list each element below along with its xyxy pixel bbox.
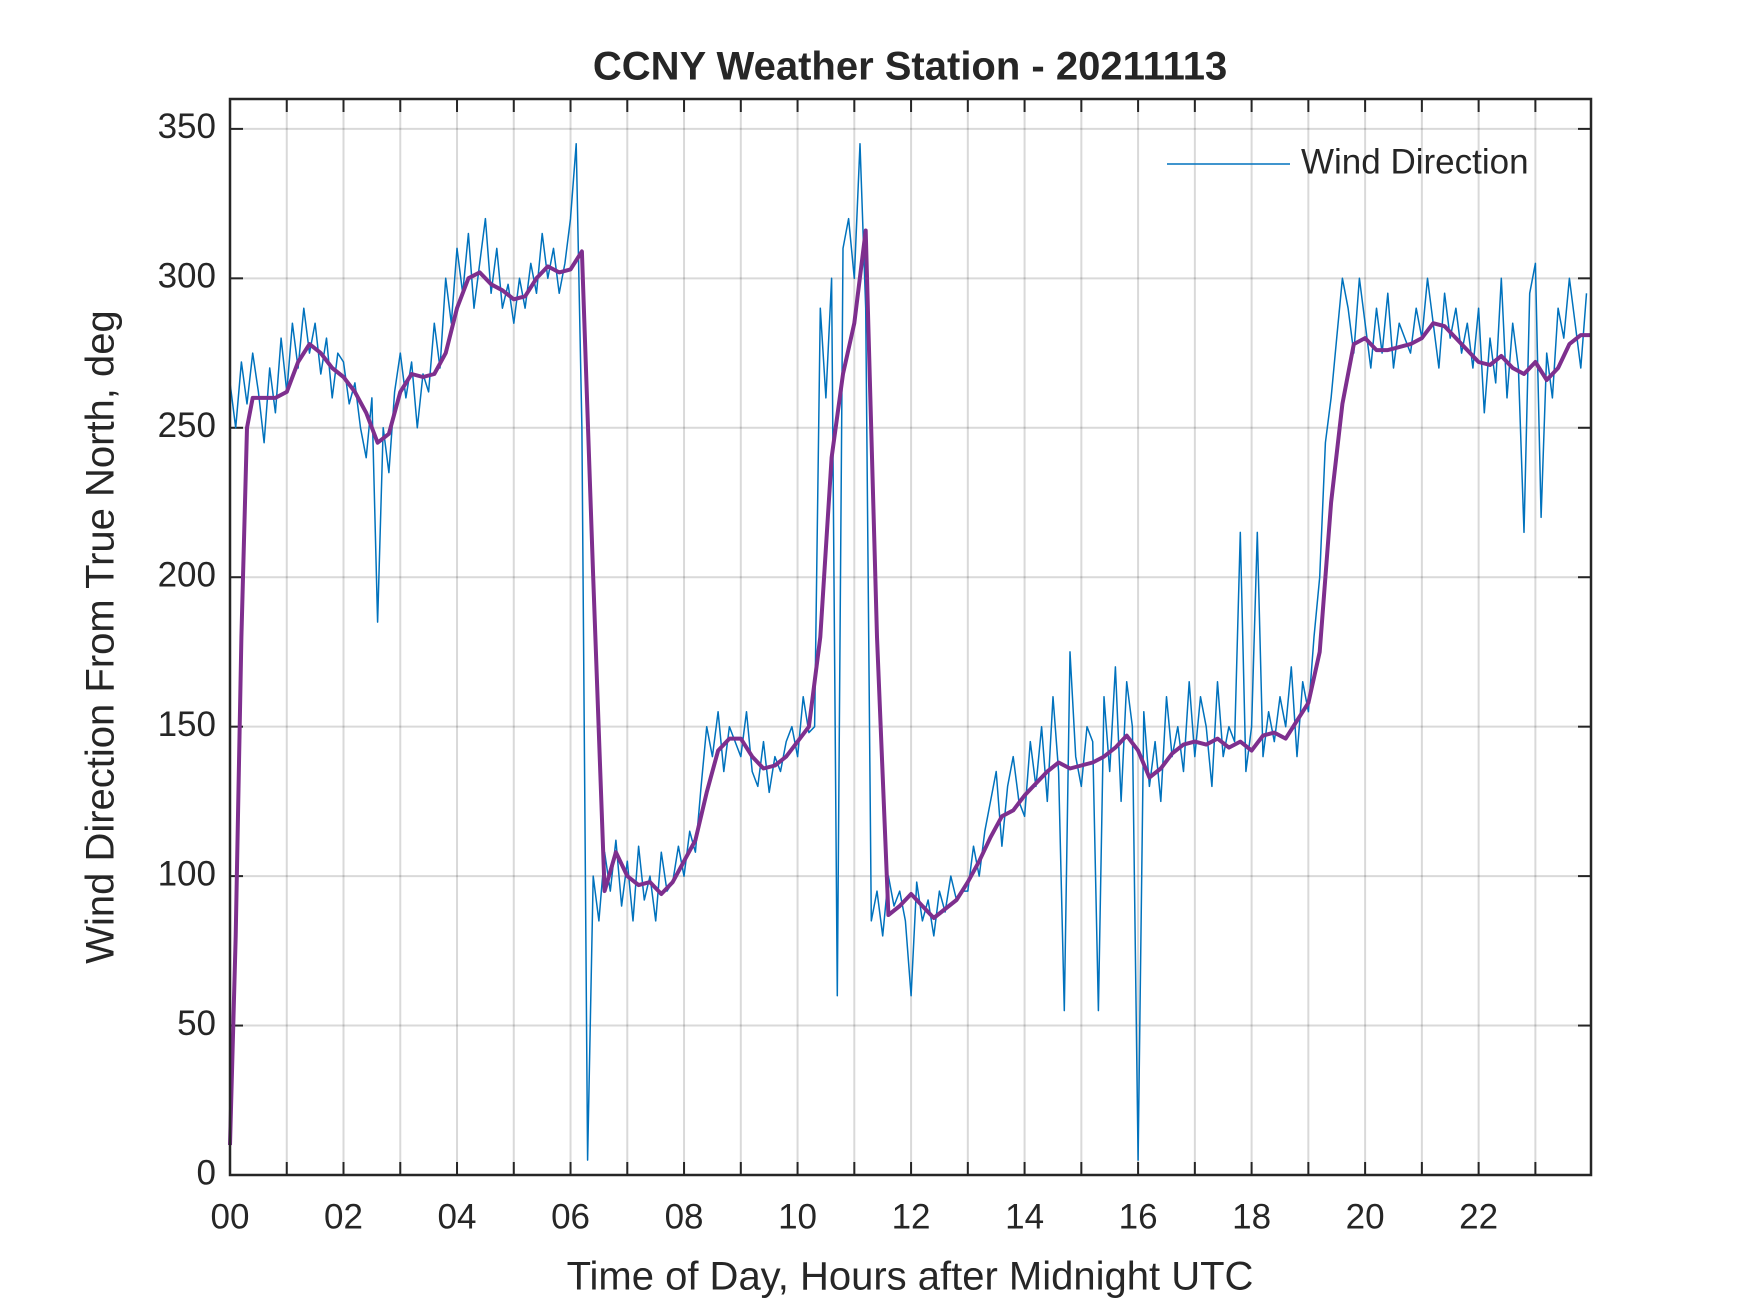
y-tick-label: 150 — [158, 705, 216, 744]
data-line — [228, 228, 1591, 1146]
x-tick-label: 04 — [438, 1197, 477, 1236]
x-tick-label: 16 — [1119, 1197, 1158, 1236]
y-tick-label: 0 — [197, 1153, 216, 1192]
x-tick-label: 06 — [551, 1197, 590, 1236]
y-tick-label: 200 — [158, 555, 216, 594]
x-tick-label: 02 — [324, 1197, 363, 1236]
x-tick-label: 08 — [665, 1197, 704, 1236]
y-tick-label: 300 — [158, 257, 216, 296]
y-tick-label: 50 — [177, 1004, 216, 1043]
y-tick-label: 350 — [158, 107, 216, 146]
chart-title: CCNY Weather Station - 20211113 — [593, 45, 1227, 89]
x-tick-label: 14 — [1005, 1197, 1044, 1236]
x-tick-label: 22 — [1459, 1197, 1498, 1236]
data-line — [229, 143, 1588, 1161]
x-tick-label: 18 — [1232, 1197, 1271, 1236]
plot-frame — [228, 97, 1593, 1177]
x-tick-label: 12 — [892, 1197, 931, 1236]
y-tick-label: 250 — [158, 406, 216, 445]
x-tick-label: 00 — [211, 1197, 250, 1236]
y-tick-label: 100 — [158, 854, 216, 893]
x-tick-label: 10 — [778, 1197, 817, 1236]
x-axis-label: Time of Day, Hours after Midnight UTC — [567, 1255, 1254, 1299]
x-tick-label: 20 — [1346, 1197, 1385, 1236]
y-axis-label: Wind Direction From True North, deg — [79, 310, 123, 964]
legend-label: Wind Direction — [1301, 142, 1529, 181]
